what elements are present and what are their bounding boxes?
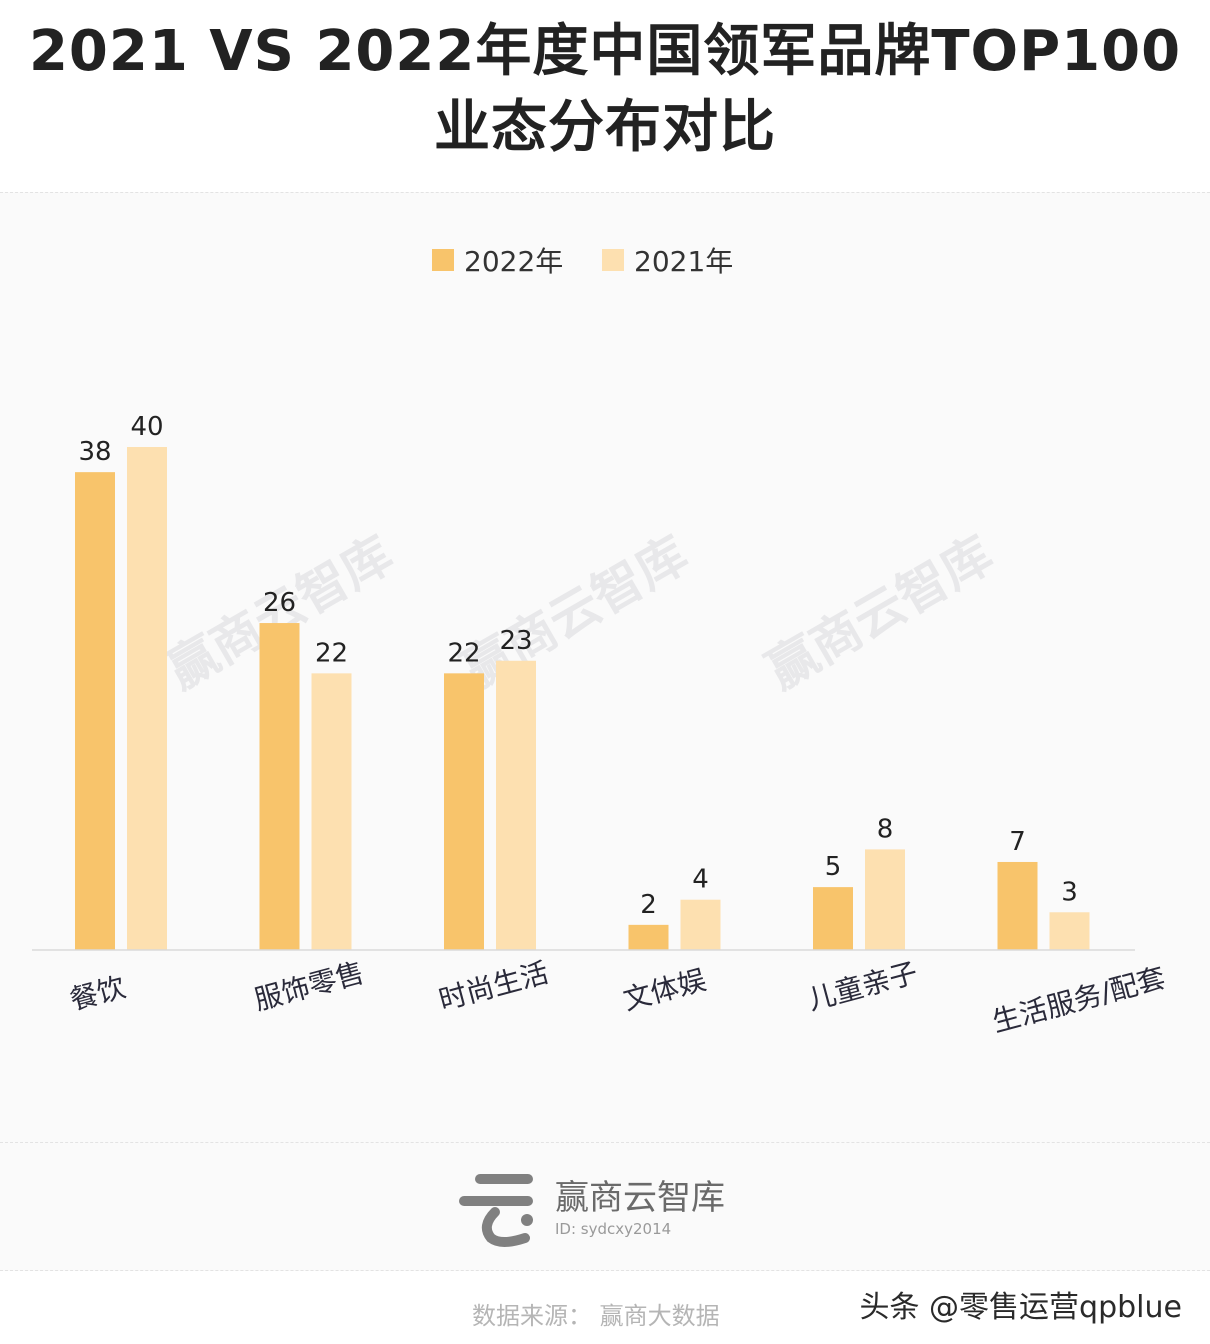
brand-logo-id: ID: sydcxy2014 bbox=[555, 1220, 672, 1238]
category-label-2: 时尚生活 bbox=[435, 956, 552, 1017]
bar-2021-4 bbox=[865, 849, 905, 950]
bar-2021-1 bbox=[311, 673, 352, 950]
bar-2022-5 bbox=[997, 861, 1038, 950]
watermark-text-2: 赢商云智库 bbox=[452, 525, 698, 700]
category-label-3: 文体娱 bbox=[620, 963, 710, 1017]
legend-swatch-2022 bbox=[432, 249, 454, 271]
brand-logo-icon bbox=[459, 1174, 533, 1247]
bar-2022-0 bbox=[75, 472, 115, 950]
bar-2021-3 bbox=[680, 899, 721, 950]
bar-value-label-2022-3: 2 bbox=[640, 890, 657, 920]
category-label-0: 餐饮 bbox=[66, 970, 129, 1016]
bar-2022-2 bbox=[444, 673, 484, 950]
bar-2021-2 bbox=[496, 660, 536, 950]
bar-2022-1 bbox=[259, 623, 300, 950]
brand-logo: 赢商云智库 ID: sydcxy2014 bbox=[455, 1168, 775, 1248]
legend: 2022年 2021年 bbox=[432, 245, 733, 278]
bar-value-label-2021-1: 22 bbox=[315, 638, 348, 668]
bar-value-label-2021-5: 3 bbox=[1061, 877, 1078, 907]
bar-2021-5 bbox=[1049, 912, 1090, 950]
brand-logo-name: 赢商云智库 bbox=[555, 1178, 725, 1218]
bar-value-label-2021-0: 40 bbox=[130, 412, 163, 442]
bar-value-label-2021-2: 23 bbox=[499, 626, 532, 656]
legend-label-2022: 2022年 bbox=[464, 245, 563, 278]
category-labels: 餐饮 服饰零售 时尚生活 文体娱 儿童亲子 生活服务/配套 bbox=[66, 956, 1168, 1039]
legend-label-2021: 2021年 bbox=[634, 245, 733, 278]
bar-value-label-2022-0: 38 bbox=[78, 437, 111, 467]
category-label-4: 儿童亲子 bbox=[804, 956, 921, 1017]
bar-value-label-2022-5: 7 bbox=[1009, 827, 1026, 857]
author-credit: 头条 @零售运营qpblue bbox=[859, 1290, 1182, 1325]
bar-value-label-2021-4: 8 bbox=[877, 814, 894, 844]
bar-2022-3 bbox=[628, 924, 669, 950]
chart-title-line1: 2021 VS 2022年度中国领军品牌TOP100 bbox=[28, 19, 1182, 84]
bar-value-label-2022-1: 26 bbox=[263, 588, 296, 618]
watermark-text-3: 赢商云智库 bbox=[757, 525, 1003, 700]
bar-value-label-2022-4: 5 bbox=[825, 852, 842, 882]
bar-value-label-2022-2: 22 bbox=[447, 638, 480, 668]
divider-bottom bbox=[0, 1270, 1210, 1271]
bar-2021-0 bbox=[127, 447, 167, 950]
chart-title: 2021 VS 2022年度中国领军品牌TOP100 业态分布对比 bbox=[0, 14, 1210, 166]
data-source-note: 数据来源： 赢商大数据 bbox=[472, 1302, 720, 1330]
legend-swatch-2021 bbox=[602, 249, 624, 271]
chart-panel bbox=[0, 192, 1210, 1271]
divider-top bbox=[0, 1142, 1210, 1143]
bar-value-label-2021-3: 4 bbox=[692, 865, 709, 895]
category-label-1: 服饰零售 bbox=[251, 956, 368, 1017]
chart-title-line2: 业态分布对比 bbox=[434, 95, 776, 160]
bar-2022-4 bbox=[813, 887, 853, 950]
category-label-5: 生活服务/配套 bbox=[989, 961, 1169, 1039]
